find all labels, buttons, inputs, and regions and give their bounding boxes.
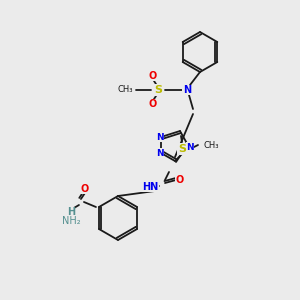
Text: O: O: [176, 175, 184, 185]
Text: CH₃: CH₃: [203, 140, 218, 149]
Text: S: S: [178, 144, 186, 154]
Text: N: N: [156, 148, 164, 158]
Text: O: O: [149, 99, 157, 109]
Text: O: O: [81, 184, 89, 194]
Text: H: H: [67, 207, 75, 217]
Text: N: N: [186, 142, 194, 152]
Text: N: N: [183, 85, 191, 95]
Text: HN: HN: [142, 182, 158, 192]
Text: O: O: [149, 71, 157, 81]
Text: N: N: [156, 133, 164, 142]
Text: S: S: [154, 85, 162, 95]
Text: CH₃: CH₃: [118, 85, 133, 94]
Text: NH₂: NH₂: [61, 216, 80, 226]
